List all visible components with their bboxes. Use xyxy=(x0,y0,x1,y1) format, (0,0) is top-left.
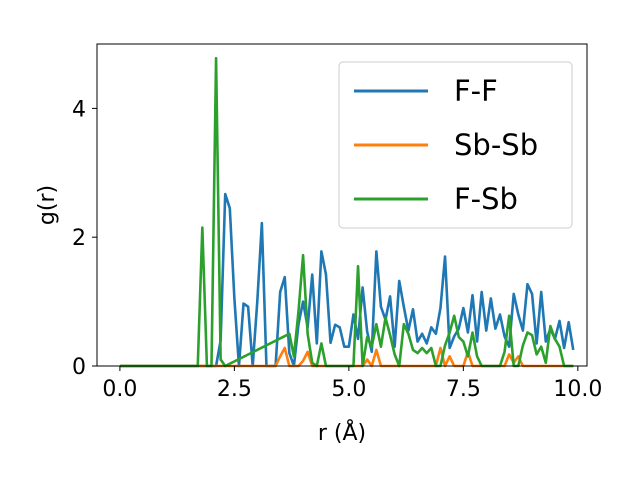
y-tick-label: 2 xyxy=(72,226,86,251)
x-tick-label: 0.0 xyxy=(102,377,137,402)
legend-label: F-F xyxy=(454,74,498,108)
ticks-layer: 0.0 2.5 5.0 7.5 10.0 0 2 4 xyxy=(72,97,602,402)
legend: F-F Sb-Sb F-Sb xyxy=(338,61,573,229)
y-tick-label: 4 xyxy=(72,97,86,122)
legend-label: F-Sb xyxy=(454,182,518,216)
series-line-f-sb xyxy=(119,56,574,368)
legend-label: Sb-Sb xyxy=(454,128,538,162)
x-axis-title: r (Å) xyxy=(318,419,366,446)
legend-box xyxy=(338,61,573,229)
x-tick-label: 7.5 xyxy=(446,377,481,402)
x-tick-label: 5.0 xyxy=(331,377,366,402)
x-tick-label: 10.0 xyxy=(553,377,602,402)
x-tick-label: 2.5 xyxy=(217,377,252,402)
y-tick-label: 0 xyxy=(72,355,86,380)
plot-frame xyxy=(96,43,588,367)
y-axis-title: g(r) xyxy=(35,185,60,225)
